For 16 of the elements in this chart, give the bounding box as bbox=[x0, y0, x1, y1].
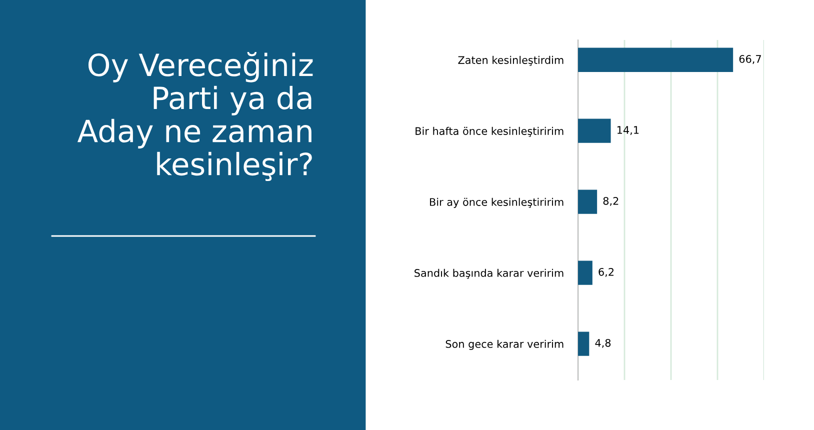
y-tick-label: Son gece karar veririm bbox=[446, 340, 564, 350]
data-label: 8,2 bbox=[603, 196, 618, 206]
data-label: 4,8 bbox=[595, 338, 611, 348]
bar bbox=[578, 118, 611, 143]
bar bbox=[578, 260, 592, 285]
text: Oy Vereceğiniz Parti ya da Aday ne zaman kesinleşir? bbox=[77, 52, 313, 182]
bar bbox=[578, 332, 590, 356]
data-label: 14,1 bbox=[617, 126, 639, 135]
bar bbox=[578, 190, 598, 214]
y-tick-label: Bir ay önce kesinleştiririm bbox=[430, 198, 564, 208]
data-label: 6,2 bbox=[598, 268, 614, 277]
data-label: 66,7 bbox=[739, 55, 761, 64]
y-tick-label: Bir hafta önce kesinleştiririm bbox=[416, 126, 564, 137]
y-tick-label: Sandık başında karar veririm bbox=[414, 268, 564, 279]
y-tick-label: Zaten kesinleştirdim bbox=[458, 56, 564, 66]
bar bbox=[578, 48, 734, 72]
